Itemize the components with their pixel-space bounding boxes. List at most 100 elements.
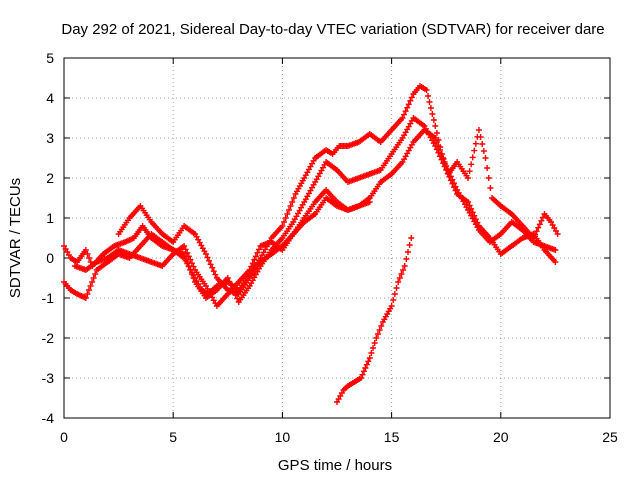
data-point — [206, 257, 213, 264]
data-point — [477, 134, 484, 140]
data-point — [212, 271, 219, 278]
data-point — [441, 159, 448, 165]
data-point — [432, 123, 439, 129]
data-point — [210, 268, 217, 275]
data-point — [181, 251, 188, 257]
data-point — [190, 263, 197, 270]
data-point — [446, 169, 453, 176]
data-point — [407, 97, 414, 104]
y-tick-label: 1 — [46, 210, 54, 226]
y-tick-label: -4 — [42, 410, 55, 426]
data-point — [87, 283, 94, 289]
data-point — [403, 256, 410, 262]
data-point — [468, 161, 475, 168]
data-point — [466, 202, 473, 209]
data-point — [366, 199, 373, 205]
data-point — [285, 207, 292, 213]
data-point — [390, 297, 397, 303]
data-point — [184, 249, 191, 256]
data-point — [472, 140, 479, 147]
data-point — [425, 93, 431, 99]
data-point — [85, 287, 92, 293]
data-point — [480, 148, 487, 154]
data-point — [465, 175, 472, 181]
x-axis-title: GPS time / hours — [278, 457, 392, 474]
data-point — [246, 267, 253, 273]
data-point — [359, 371, 366, 378]
series-track-3 — [71, 127, 559, 309]
x-tick-label: 25 — [602, 429, 618, 445]
data-point — [429, 111, 436, 117]
data-point — [426, 99, 433, 105]
x-tick-label: 20 — [493, 429, 509, 445]
data-point — [485, 175, 492, 181]
data-point — [248, 263, 255, 270]
data-point — [281, 219, 288, 225]
chart-title: Day 292 of 2021, Sidereal Day-to-day VTE… — [61, 21, 604, 38]
data-point — [371, 340, 378, 346]
data-point — [252, 253, 259, 260]
data-point — [438, 151, 445, 157]
data-point — [362, 365, 369, 371]
data-point — [401, 263, 408, 269]
data-point — [373, 335, 380, 341]
data-point — [401, 111, 408, 118]
data-point — [187, 256, 194, 263]
data-point — [408, 94, 415, 101]
y-tick-label: 2 — [46, 170, 54, 186]
data-point — [402, 108, 409, 115]
data-point — [436, 147, 443, 153]
data-point — [254, 249, 261, 256]
data-point — [433, 130, 440, 136]
data-point — [209, 264, 216, 271]
x-tick-label: 0 — [60, 429, 68, 445]
y-tick-label: 3 — [46, 130, 54, 146]
data-point — [536, 221, 543, 228]
data-point — [290, 195, 297, 201]
data-point — [366, 355, 373, 361]
data-point — [404, 104, 411, 111]
data-layer — [61, 83, 561, 405]
data-point — [185, 253, 192, 260]
x-tick-label: 10 — [275, 429, 291, 445]
data-point — [284, 211, 291, 217]
x-tick-label: 5 — [169, 429, 177, 445]
data-point — [406, 242, 413, 248]
data-point — [400, 267, 407, 273]
data-point — [182, 246, 189, 253]
data-point — [395, 279, 402, 285]
axis-ticks: 0 5 10 15 20 25 -4 -3 -2 -1 0 1 2 3 4 5 — [42, 50, 618, 445]
plot-frame — [63, 57, 611, 419]
data-point — [484, 165, 491, 171]
y-tick-label: -3 — [42, 370, 55, 386]
series-track-4 — [115, 187, 373, 297]
data-point — [224, 275, 231, 281]
data-point — [182, 255, 189, 261]
data-point — [181, 243, 188, 249]
data-point — [479, 141, 486, 147]
data-point — [256, 246, 262, 253]
data-point — [234, 295, 241, 302]
data-point — [533, 228, 540, 235]
data-point — [433, 139, 440, 145]
data-point — [552, 259, 559, 265]
data-point — [188, 271, 195, 277]
x-tick-label: 15 — [384, 429, 400, 445]
data-point — [282, 215, 289, 221]
data-point — [535, 224, 542, 231]
data-point — [435, 143, 442, 149]
data-point — [554, 231, 561, 237]
data-point — [358, 375, 365, 381]
data-point — [86, 255, 93, 261]
y-tick-label: 5 — [46, 50, 54, 66]
data-point — [90, 275, 97, 281]
data-point — [370, 345, 377, 351]
data-point — [251, 256, 258, 263]
data-point — [378, 323, 385, 329]
data-point — [190, 275, 197, 281]
grid — [64, 58, 610, 418]
data-point — [408, 235, 415, 241]
data-point — [552, 247, 559, 253]
data-point — [396, 275, 403, 281]
